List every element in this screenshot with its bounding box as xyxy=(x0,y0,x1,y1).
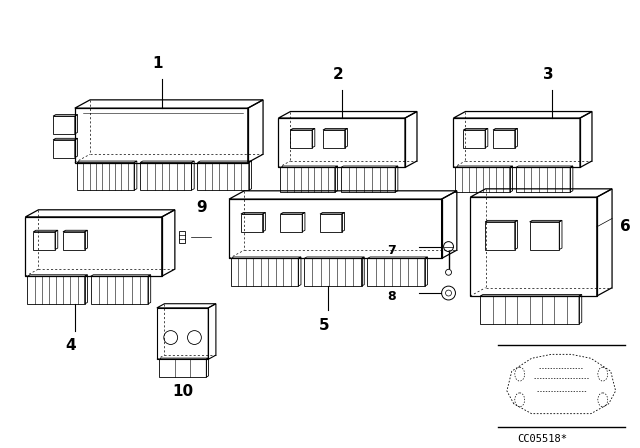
Text: 2: 2 xyxy=(332,68,343,82)
Bar xyxy=(179,231,184,243)
Text: 4: 4 xyxy=(65,337,76,353)
Text: CC05518*: CC05518* xyxy=(518,435,568,444)
Text: 6: 6 xyxy=(620,220,630,234)
Text: 10: 10 xyxy=(172,384,193,399)
Text: 3: 3 xyxy=(543,68,554,82)
Text: 1: 1 xyxy=(152,56,163,71)
Circle shape xyxy=(445,290,451,296)
Text: 5: 5 xyxy=(319,318,329,333)
Text: 7: 7 xyxy=(387,244,396,257)
Text: 9: 9 xyxy=(196,199,207,215)
Text: 8: 8 xyxy=(387,290,396,303)
Circle shape xyxy=(445,269,451,275)
